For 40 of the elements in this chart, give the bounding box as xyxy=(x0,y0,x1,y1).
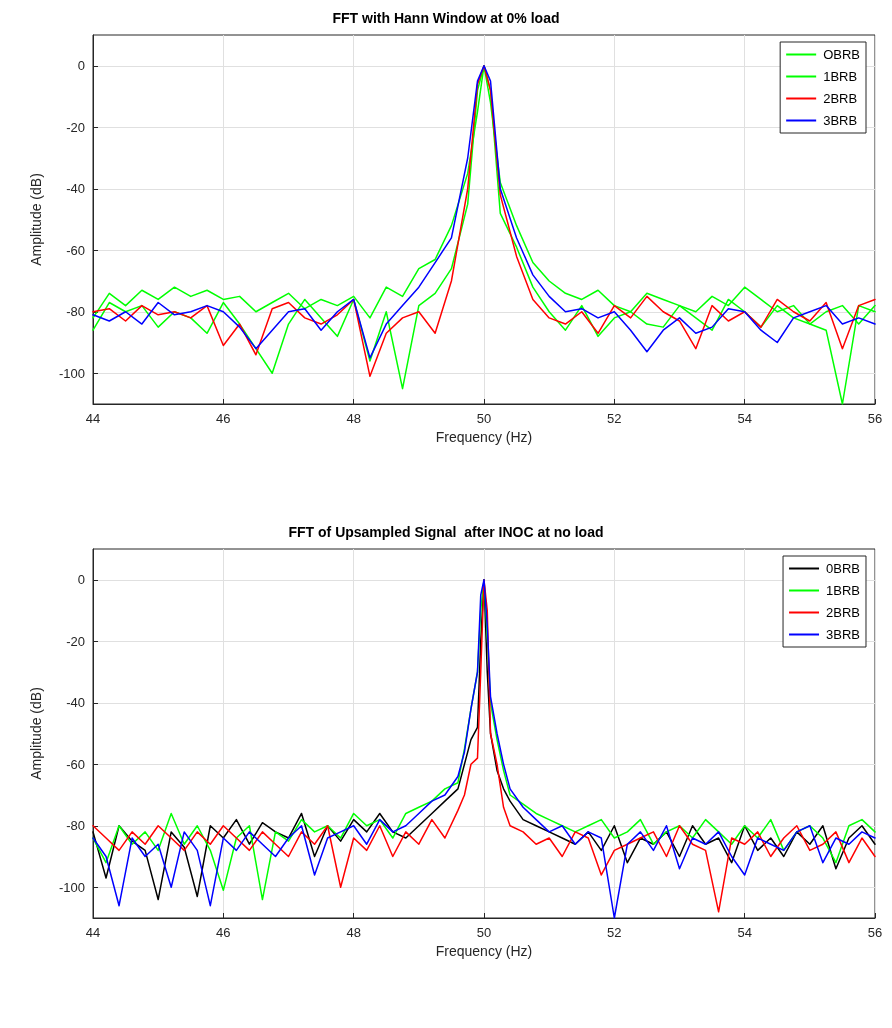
y-tick-label: -20 xyxy=(66,119,85,135)
y-tick-label: -60 xyxy=(66,242,85,258)
y-tick-label: -60 xyxy=(66,756,85,772)
legend-label: 2BRB xyxy=(823,91,858,106)
x-tick-label: 46 xyxy=(216,925,231,940)
x-axis-title: Frequency (Hz) xyxy=(435,429,533,445)
y-axis-title: Amplitude (dB) xyxy=(28,687,44,780)
x-tick-label: 56 xyxy=(867,925,883,940)
x-tick-label: 50 xyxy=(476,411,492,426)
x-tick-label: 46 xyxy=(216,411,231,426)
y-tick-label: -40 xyxy=(66,695,85,711)
x-tick-label: 44 xyxy=(85,411,101,426)
x-tick-label: 54 xyxy=(737,411,752,426)
legend-label: 0BRB xyxy=(826,561,861,576)
legend-label: 3BRB xyxy=(823,113,858,128)
legend-label: 1BRB xyxy=(826,583,861,598)
y-tick-label: -80 xyxy=(66,818,85,834)
y-tick-label: -100 xyxy=(58,365,85,381)
x-tick-label: 48 xyxy=(346,925,361,940)
y-tick-label: -100 xyxy=(58,879,85,895)
x-tick-label: 50 xyxy=(476,925,492,940)
legend-label: 3BRB xyxy=(826,627,861,642)
y-tick-label: -20 xyxy=(66,633,85,649)
x-tick-label: 44 xyxy=(85,925,101,940)
y-tick-label: -40 xyxy=(66,181,85,197)
y-tick-label: -80 xyxy=(66,304,85,320)
x-tick-label: 56 xyxy=(867,411,883,426)
x-tick-label: 54 xyxy=(737,925,752,940)
chart-title: FFT of Upsampled Signal after INOC at no load xyxy=(288,524,604,540)
x-tick-label: 52 xyxy=(607,411,622,426)
y-tick-label: 0 xyxy=(77,58,85,74)
x-tick-label: 48 xyxy=(346,411,361,426)
legend-label: 2BRB xyxy=(826,605,861,620)
chart-title: FFT with Hann Window at 0% load xyxy=(332,10,560,26)
y-tick-label: 0 xyxy=(77,572,85,588)
x-axis-title: Frequency (Hz) xyxy=(435,943,533,959)
legend-label: OBRB xyxy=(823,47,860,62)
x-tick-label: 52 xyxy=(607,925,622,940)
y-axis-title: Amplitude (dB) xyxy=(28,173,44,266)
legend-label: 1BRB xyxy=(823,69,858,84)
